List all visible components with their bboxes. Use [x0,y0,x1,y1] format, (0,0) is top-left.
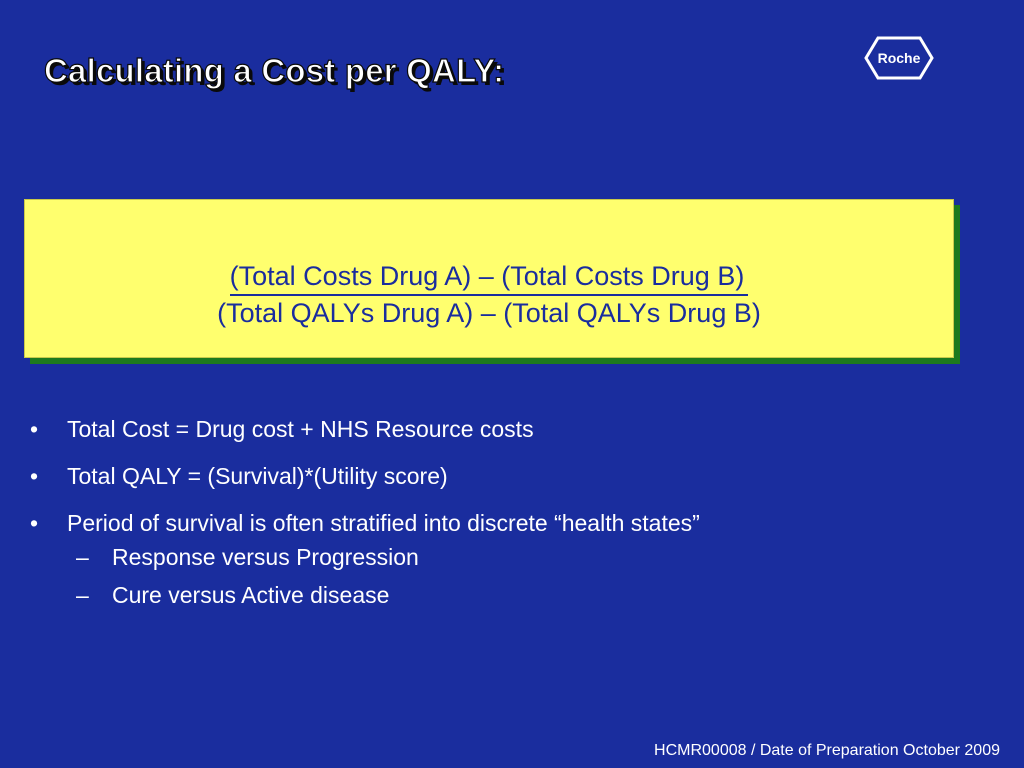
bullet-list: • Total Cost = Drug cost + NHS Resource … [30,414,990,618]
bullet-item: • Period of survival is often stratified… [30,508,990,538]
sub-bullet-text: Response versus Progression [112,544,419,570]
bullet-marker: • [30,463,39,489]
slide-title: Calculating a Cost per QALY: [43,51,505,89]
bullet-item: • Total Cost = Drug cost + NHS Resource … [30,414,990,444]
sub-bullet-marker: – [76,582,89,608]
formula-denominator: (Total QALYs Drug A) – (Total QALYs Drug… [217,298,761,328]
sub-bullet-marker: – [76,544,89,570]
bullet-text: Total Cost = Drug cost + NHS Resource co… [67,416,534,442]
roche-logo-text: Roche [878,50,921,66]
sub-bullet-text: Cure versus Active disease [112,582,390,608]
formula-box: (Total Costs Drug A) – (Total Costs Drug… [24,199,954,358]
bullet-text: Total QALY = (Survival)*(Utility score) [67,463,448,489]
sub-bullet-item: – Response versus Progression [30,542,990,572]
bullet-item: • Total QALY = (Survival)*(Utility score… [30,461,990,491]
roche-logo: Roche [864,36,934,80]
bullet-marker: • [30,510,39,536]
roche-logo-icon: Roche [864,36,934,80]
sub-bullet-list: – Response versus Progression – Cure ver… [30,542,990,610]
formula-numerator-text: (Total Costs Drug A) – (Total Costs Drug… [229,258,749,296]
formula-numerator: (Total Costs Drug A) – (Total Costs Drug… [25,258,953,296]
bullet-text: Period of survival is often stratified i… [67,510,700,536]
sub-bullet-item: – Cure versus Active disease [30,580,990,610]
bullet-marker: • [30,416,39,442]
footer-text: HCMR00008 / Date of Preparation October … [654,742,1000,759]
